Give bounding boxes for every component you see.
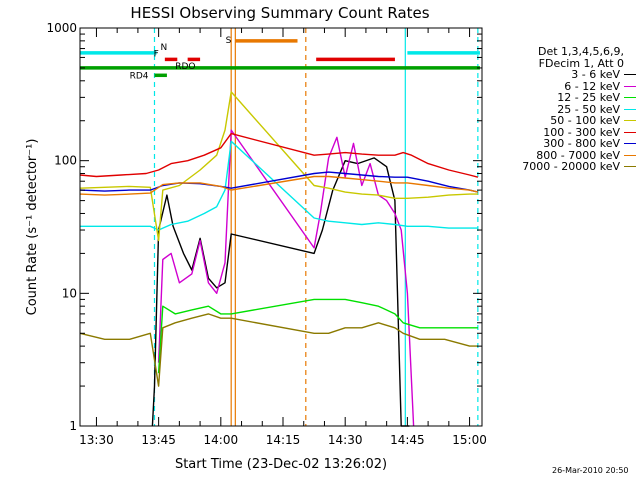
flag-bar-layer: N S F RDO RD4 [80,36,480,81]
y-tick-label-1: 10 [62,286,77,300]
legend-swatch [624,97,636,99]
series-line-7 [79,175,479,196]
legend-swatch [624,154,636,156]
series-line-2 [157,298,478,374]
legend-label: 7000 - 20000 keV [522,160,620,173]
flag-label-2: F [154,49,159,59]
x-axis-label: Start Time (23-Dec-02 13:26:02) [175,457,387,472]
legend: Det 1,3,4,5,6,9, FDecim 1, Att 0 3 - 6 k… [486,46,636,173]
x-tick-label-4: 14:30 [328,433,363,447]
legend-entry-4: 50 - 100 keV [486,115,636,127]
legend-entry-0: 3 - 6 keV [486,69,636,81]
chart-title: HESSI Observing Summary Count Rates [130,4,429,22]
x-tick-label-0: 13:30 [79,433,114,447]
series-line-4 [79,91,478,242]
y-tick-label-0: 1 [69,419,77,433]
legend-swatch [624,131,636,133]
series-line-1 [157,129,415,427]
y-axis-label: Count Rate (s⁻¹ detector⁻¹) [25,139,40,316]
x-tick-label-5: 14:45 [390,433,425,447]
flag-label-4: RD4 [130,71,149,81]
legend-entry-2: 12 - 25 keV [486,92,636,104]
series-line-6 [79,171,479,193]
legend-label: 25 - 50 keV [557,102,620,116]
legend-entry-7: 800 - 7000 keV [486,148,636,162]
x-tick-label-2: 14:00 [204,433,239,447]
legend-label: 6 - 12 keV [564,79,620,93]
series-line-5 [79,132,479,178]
legend-label: 3 - 6 keV [571,68,620,81]
flag-label-1: S [226,36,232,46]
legend-header-line-1: Det 1,3,4,5,6,9, [537,45,624,58]
legend-swatch [624,143,636,145]
legend-label: 800 - 7000 keV [536,148,620,162]
series-line-3 [80,140,478,231]
series-line-8 [79,313,478,387]
y-tick-label-3: 1000 [46,21,77,35]
flag-label-3: RDO [175,62,195,72]
legend-swatch [624,108,636,110]
legend-swatch [624,166,636,168]
x-tick-label-1: 13:45 [141,433,176,447]
axis-layer: 1 10 100 1000 13:30 13:45 14:00 14:15 14:30 14:45… [46,21,486,447]
footer-timestamp: 26-Mar-2010 20:50 [552,466,629,475]
legend-swatch [624,85,636,87]
x-tick-label-3: 14:15 [266,433,301,447]
x-tick-label-6: 15:00 [452,433,487,447]
series-layer [79,91,479,427]
flag-label-0: N [161,43,168,53]
legend-swatch [624,74,636,76]
legend-entry-6: 300 - 800 keV [486,138,636,150]
legend-swatch [624,120,636,122]
y-tick-label-2: 100 [54,154,77,168]
legend-entry-5: 100 - 300 keV [486,125,636,139]
legend-header-line-2: FDecim 1, Att 0 [538,56,624,70]
legend-label: 50 - 100 keV [550,114,620,127]
legend-label: 300 - 800 keV [543,137,620,150]
legend-label: 12 - 25 keV [557,91,620,104]
legend-entry-1: 6 - 12 keV [486,79,636,93]
series-line-0 [151,157,410,427]
plot-frame [79,27,483,427]
legend-entry-8: 7000 - 20000 keV [486,161,636,173]
legend-label: 100 - 300 keV [543,125,620,139]
legend-entry-3: 25 - 50 keV [486,102,636,116]
